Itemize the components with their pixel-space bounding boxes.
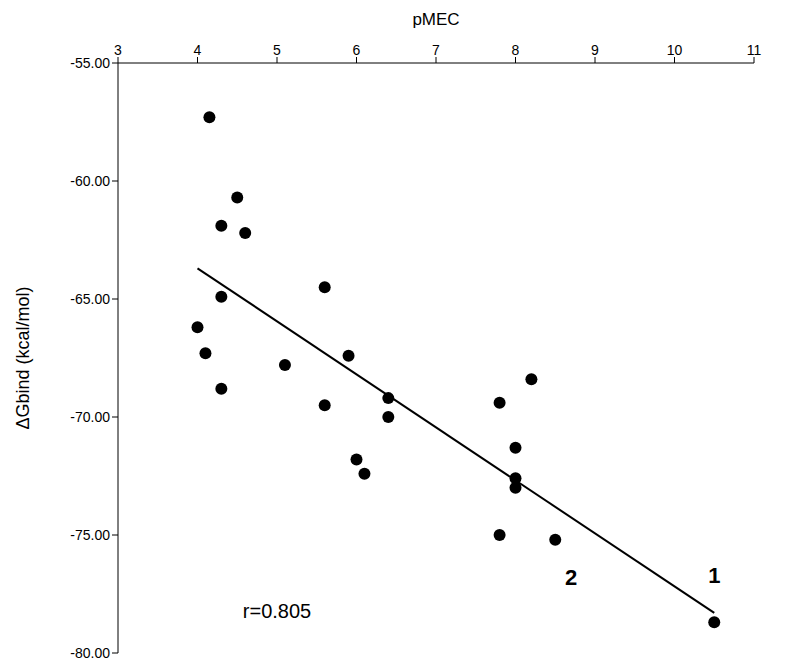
svg-text:2: 2 [565,565,577,590]
svg-text:3: 3 [114,42,122,58]
svg-text:5: 5 [273,42,281,58]
svg-text:6: 6 [353,42,361,58]
svg-text:-60.00: -60.00 [70,173,110,189]
svg-text:9: 9 [591,42,599,58]
svg-text:ΔGbind (kcal/mol): ΔGbind (kcal/mol) [13,286,33,429]
svg-text:-65.00: -65.00 [70,291,110,307]
svg-text:7: 7 [432,42,440,58]
svg-text:-80.00: -80.00 [70,645,110,661]
svg-text:-70.00: -70.00 [70,409,110,425]
svg-text:4: 4 [194,42,202,58]
svg-text:r=0.805: r=0.805 [243,600,311,622]
svg-text:-75.00: -75.00 [70,527,110,543]
svg-text:-55.00: -55.00 [70,55,110,71]
svg-text:11: 11 [747,42,762,58]
svg-text:pMEC: pMEC [412,10,459,29]
svg-text:10: 10 [667,42,683,58]
svg-text:8: 8 [512,42,520,58]
svg-text:1: 1 [708,563,720,588]
